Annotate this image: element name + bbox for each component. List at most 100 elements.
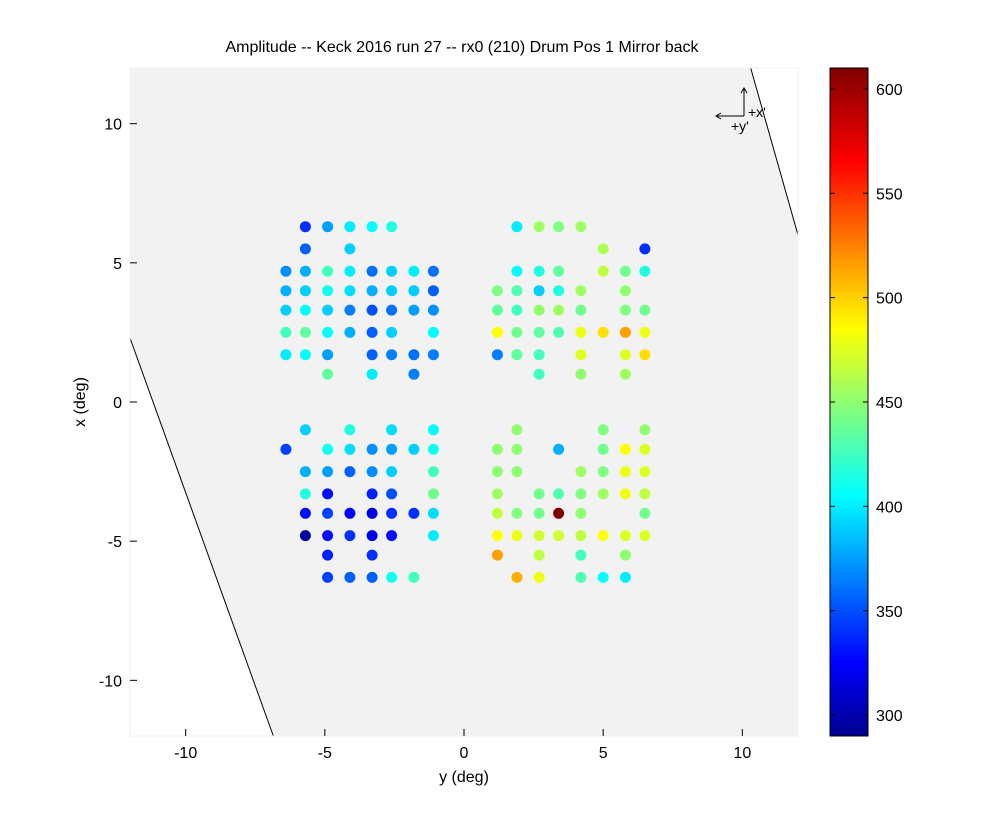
data-point [322,549,334,561]
data-point [366,221,378,233]
data-point [511,326,523,338]
data-point [533,571,545,583]
data-point [299,349,311,361]
compass-y-label: +y' [731,118,749,134]
x-tick-label: 10 [733,745,751,762]
data-point [533,265,545,277]
data-point [408,349,420,361]
data-point [366,285,378,297]
x-tick-label: 5 [599,745,608,762]
data-point [299,265,311,277]
data-point [322,326,334,338]
data-point [619,265,631,277]
data-point [575,549,587,561]
data-point [408,368,420,380]
data-point [322,488,334,500]
data-point [639,243,651,255]
data-point [427,304,439,316]
data-point [322,571,334,583]
data-point [553,488,565,500]
colorbar [830,68,868,736]
data-point [386,466,398,478]
data-point [408,265,420,277]
data-point [344,571,356,583]
data-point [619,466,631,478]
colorbar-ticks: 300 350 400 450 500 550 600 [830,82,903,725]
data-point [344,326,356,338]
data-point [511,424,523,436]
data-point [386,507,398,519]
data-point [427,265,439,277]
data-point [322,349,334,361]
data-point [322,221,334,233]
data-point [408,571,420,583]
data-point [639,326,651,338]
data-point [344,507,356,519]
data-point [511,285,523,297]
chart-title: Amplitude -- Keck 2016 run 27 -- rx0 (21… [225,39,699,56]
data-point [366,265,378,277]
data-points [280,221,651,583]
data-point [639,507,651,519]
data-point [322,304,334,316]
data-point [553,530,565,542]
x-axis-ticks: -10 -5 0 5 10 [174,729,751,762]
data-point [639,349,651,361]
data-point [511,443,523,455]
data-point [366,549,378,561]
data-point [511,571,523,583]
data-point [386,424,398,436]
data-point [533,349,545,361]
compass-y-arrowhead [715,112,722,120]
data-point [299,326,311,338]
data-point [491,349,503,361]
data-point [299,466,311,478]
data-point [533,549,545,561]
colorbar-tick-label: 300 [876,708,903,725]
compass-x-arrowhead [740,87,748,94]
data-point [427,349,439,361]
data-point [619,571,631,583]
data-point [386,326,398,338]
data-point [575,466,587,478]
data-point [427,285,439,297]
data-point [553,285,565,297]
data-point [575,530,587,542]
data-point [597,424,609,436]
data-point [408,507,420,519]
data-point [386,443,398,455]
data-point [344,443,356,455]
plot-area [130,68,798,736]
data-point [639,424,651,436]
data-point [344,304,356,316]
data-point [597,443,609,455]
data-point [553,443,565,455]
data-point [299,221,311,233]
colorbar-tick-label: 500 [876,291,903,308]
data-point [299,243,311,255]
data-point [280,443,292,455]
data-point [533,221,545,233]
data-point [366,507,378,519]
data-point [366,443,378,455]
data-point [344,265,356,277]
y-axis-label: x (deg) [72,377,89,427]
data-point [366,466,378,478]
data-point [344,424,356,436]
data-point [619,549,631,561]
y-axis-ticks: -10 -5 0 5 10 [99,117,137,690]
boundary-line [129,337,274,737]
data-point [575,571,587,583]
data-point [597,488,609,500]
data-point [322,285,334,297]
data-point [366,571,378,583]
data-point [511,221,523,233]
data-point [491,549,503,561]
data-point [344,221,356,233]
data-point [491,285,503,297]
data-point [408,285,420,297]
data-point [639,304,651,316]
data-point [575,488,587,500]
data-point [386,530,398,542]
data-point [597,530,609,542]
